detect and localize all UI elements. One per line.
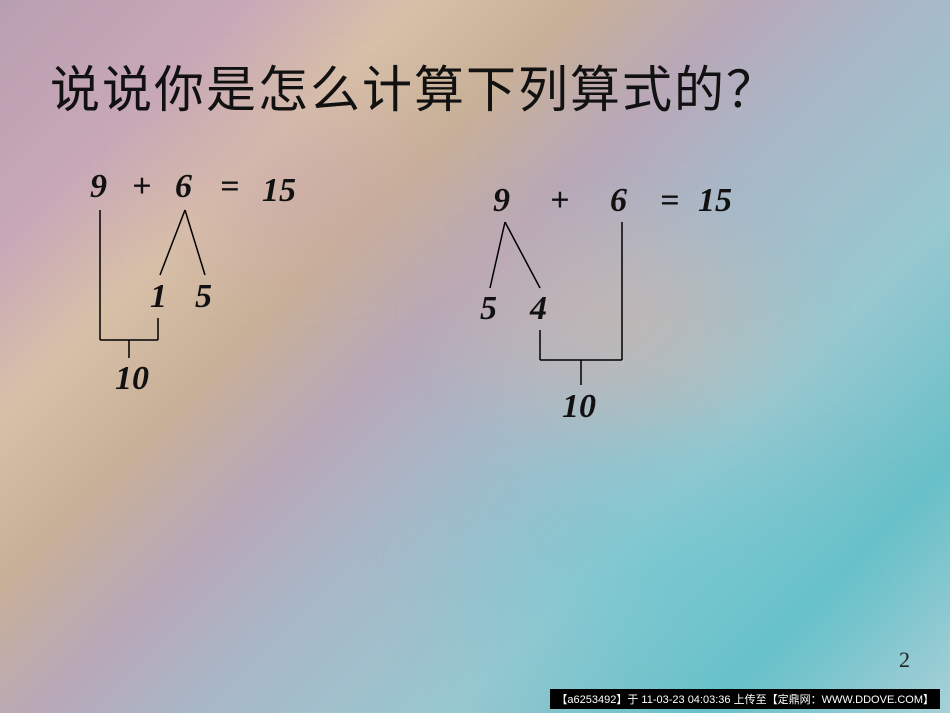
left-operand-a: 9 [90,168,107,206]
left-operator: + [132,168,151,206]
right-operand-b: 6 [610,182,627,220]
page-number: 2 [899,647,910,673]
slide-title: 说说你是怎么计算下列算式的？ [50,50,778,122]
watermark-text: 【a6253492】于 11-03-23 04:03:36 上传至【定鼎网：WW… [550,689,940,709]
right-result: 15 [698,182,732,220]
right-operator: + [550,182,569,220]
left-split-2: 5 [195,278,212,316]
left-split-1: 1 [150,278,167,316]
right-split-1: 5 [480,290,497,328]
right-split-2: 4 [530,290,547,328]
left-sum: 10 [115,360,149,398]
left-equals: = [220,168,239,206]
left-result: 15 [262,172,296,210]
right-sum: 10 [562,388,596,426]
right-equals: = [660,182,679,220]
right-operand-a: 9 [493,182,510,220]
left-operand-b: 6 [175,168,192,206]
